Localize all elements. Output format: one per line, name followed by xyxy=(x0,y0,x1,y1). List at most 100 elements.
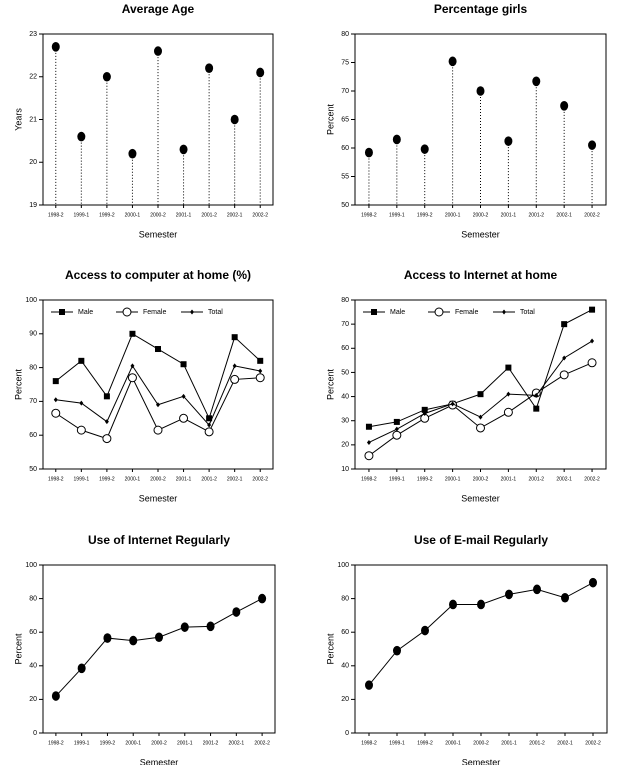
marker xyxy=(156,402,160,408)
x-tick-label: 1999-1 xyxy=(74,740,90,746)
marker xyxy=(258,593,267,604)
y-axis-title: Percent xyxy=(325,368,335,400)
y-tick-label: 23 xyxy=(29,31,37,38)
x-tick-label: 2001-1 xyxy=(501,740,517,746)
series-line xyxy=(368,309,593,428)
marker xyxy=(476,86,485,96)
chart-title: Use of Internet Regularly xyxy=(88,533,230,547)
marker xyxy=(103,633,112,643)
y-tick-label: 0 xyxy=(345,730,349,737)
marker xyxy=(206,415,213,422)
y-tick-label: 80 xyxy=(341,595,349,602)
series-line xyxy=(55,364,261,426)
marker xyxy=(102,71,111,82)
y-axis-title: Percent xyxy=(325,103,335,135)
y-axis-title: Years xyxy=(13,108,23,131)
marker xyxy=(231,334,238,341)
marker xyxy=(179,144,188,155)
legend-label: Female xyxy=(455,309,478,316)
x-axis-title: Semester xyxy=(462,757,501,765)
x-tick-label: 2000-2 xyxy=(150,212,166,218)
x-tick-label: 2000-2 xyxy=(150,476,166,482)
marker xyxy=(561,592,569,603)
series-line xyxy=(55,598,263,697)
marker xyxy=(122,307,132,317)
marker xyxy=(533,405,540,412)
marker xyxy=(590,338,595,344)
marker xyxy=(78,357,85,364)
x-tick-label: 1999-1 xyxy=(389,476,405,482)
y-tick-label: 75 xyxy=(341,59,349,66)
marker xyxy=(155,632,163,643)
marker xyxy=(207,422,212,428)
marker xyxy=(560,101,569,111)
x-tick-label: 2000-1 xyxy=(125,740,141,746)
marker xyxy=(393,418,400,425)
y-tick-label: 20 xyxy=(341,696,349,703)
marker xyxy=(364,147,373,158)
x-tick-label: 2002-1 xyxy=(557,740,573,746)
legend-label: Male xyxy=(78,309,93,316)
chart-title: Access to Internet at home xyxy=(404,268,558,282)
x-tick-label: 2001-1 xyxy=(176,476,192,482)
y-tick-label: 20 xyxy=(29,159,37,166)
x-tick-label: 2002-1 xyxy=(227,476,243,482)
marker xyxy=(434,307,444,317)
marker xyxy=(534,392,539,398)
marker xyxy=(364,451,374,461)
y-tick-label: 30 xyxy=(341,418,349,425)
x-tick-label: 2000-1 xyxy=(445,212,461,218)
x-tick-label: 2002-1 xyxy=(227,212,243,218)
y-tick-label: 70 xyxy=(29,398,37,405)
y-tick-label: 80 xyxy=(341,297,349,304)
y-tick-label: 40 xyxy=(341,663,349,670)
x-tick-label: 1999-2 xyxy=(417,476,433,482)
marker xyxy=(504,136,513,146)
marker xyxy=(232,363,237,369)
x-tick-label: 1998-2 xyxy=(48,740,64,746)
x-tick-label: 1998-2 xyxy=(361,476,377,482)
x-tick-label: 2001-2 xyxy=(528,212,544,218)
x-tick-label: 2002-2 xyxy=(252,476,268,482)
marker xyxy=(51,408,61,418)
marker xyxy=(52,378,59,385)
chart-title: Percentage girls xyxy=(434,2,528,16)
y-tick-label: 0 xyxy=(33,730,37,737)
marker xyxy=(77,131,86,142)
x-tick-label: 1999-2 xyxy=(99,212,115,218)
marker xyxy=(129,330,136,337)
x-tick-label: 1999-2 xyxy=(417,740,433,746)
marker xyxy=(128,148,137,159)
y-tick-label: 60 xyxy=(29,629,37,636)
marker xyxy=(476,423,485,433)
y-tick-label: 50 xyxy=(341,202,349,209)
x-axis-title: Semester xyxy=(140,757,179,765)
x-tick-label: 1999-2 xyxy=(99,476,115,482)
y-tick-label: 60 xyxy=(341,345,349,352)
marker xyxy=(257,357,264,364)
marker xyxy=(104,419,109,425)
marker xyxy=(506,391,511,397)
y-tick-label: 80 xyxy=(29,595,37,602)
legend-label: Male xyxy=(390,309,405,316)
marker xyxy=(559,370,569,380)
x-tick-label: 2000-2 xyxy=(473,740,489,746)
y-tick-label: 65 xyxy=(341,116,349,123)
x-tick-label: 1998-2 xyxy=(361,740,377,746)
x-axis-title: Semester xyxy=(461,229,500,239)
x-tick-label: 1999-1 xyxy=(389,212,405,218)
x-tick-label: 2002-2 xyxy=(585,740,601,746)
x-tick-label: 2000-1 xyxy=(125,476,141,482)
marker xyxy=(180,361,187,368)
y-tick-label: 100 xyxy=(25,562,37,569)
marker xyxy=(477,391,484,398)
x-tick-label: 2002-1 xyxy=(229,740,245,746)
marker xyxy=(502,309,506,315)
marker xyxy=(204,427,214,437)
x-tick-label: 1998-2 xyxy=(361,212,377,218)
marker xyxy=(103,393,110,400)
marker xyxy=(179,413,189,423)
marker xyxy=(532,76,541,87)
series-line xyxy=(368,582,594,686)
plot-frame xyxy=(42,564,276,734)
